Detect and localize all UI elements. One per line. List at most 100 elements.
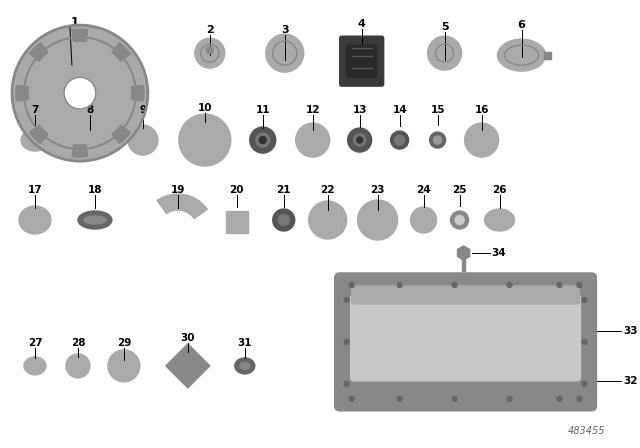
Circle shape <box>273 209 295 231</box>
Wedge shape <box>112 125 131 143</box>
Text: 20: 20 <box>230 185 244 195</box>
Ellipse shape <box>484 209 515 231</box>
Circle shape <box>278 215 289 225</box>
Circle shape <box>108 350 140 382</box>
Circle shape <box>250 127 276 153</box>
Ellipse shape <box>235 358 255 374</box>
Text: 13: 13 <box>353 105 367 115</box>
Wedge shape <box>131 85 144 101</box>
Circle shape <box>349 396 354 401</box>
Polygon shape <box>166 344 210 388</box>
Circle shape <box>66 354 90 378</box>
Text: 12: 12 <box>305 105 320 115</box>
Circle shape <box>64 77 96 109</box>
Text: 30: 30 <box>180 333 195 343</box>
Circle shape <box>507 282 512 288</box>
Text: 33: 33 <box>623 326 638 336</box>
Text: 26: 26 <box>492 185 507 195</box>
Polygon shape <box>458 246 470 260</box>
Text: 1: 1 <box>71 16 79 29</box>
Text: 5: 5 <box>441 22 449 32</box>
FancyBboxPatch shape <box>335 273 596 411</box>
Text: 32: 32 <box>623 376 638 386</box>
Text: 14: 14 <box>392 105 407 115</box>
Circle shape <box>266 34 304 72</box>
Circle shape <box>12 25 148 161</box>
Circle shape <box>452 396 457 401</box>
Circle shape <box>397 282 402 288</box>
Bar <box>462 253 465 271</box>
Circle shape <box>557 282 562 288</box>
Circle shape <box>344 340 349 345</box>
Text: 25: 25 <box>452 185 467 195</box>
Circle shape <box>390 131 408 149</box>
Ellipse shape <box>240 362 250 369</box>
Ellipse shape <box>24 357 46 375</box>
Text: 19: 19 <box>171 185 185 195</box>
Text: 21: 21 <box>276 185 291 195</box>
Bar <box>226 211 248 233</box>
Text: 11: 11 <box>255 105 270 115</box>
Circle shape <box>411 207 436 233</box>
Circle shape <box>356 137 363 143</box>
Circle shape <box>348 128 372 152</box>
Circle shape <box>455 215 464 224</box>
Circle shape <box>577 282 582 288</box>
Wedge shape <box>16 85 28 101</box>
Circle shape <box>434 136 442 144</box>
Circle shape <box>451 211 468 229</box>
Circle shape <box>308 201 347 239</box>
Ellipse shape <box>78 211 112 229</box>
Circle shape <box>397 396 402 401</box>
Circle shape <box>259 137 266 143</box>
Text: 34: 34 <box>492 248 506 258</box>
Text: 29: 29 <box>116 338 131 348</box>
Wedge shape <box>72 145 88 157</box>
Text: 2: 2 <box>206 25 214 35</box>
Circle shape <box>428 36 461 70</box>
Circle shape <box>577 396 582 401</box>
Text: 31: 31 <box>237 338 252 348</box>
Circle shape <box>179 114 231 166</box>
Text: 22: 22 <box>321 185 335 195</box>
Circle shape <box>557 396 562 401</box>
Circle shape <box>128 125 158 155</box>
Text: 27: 27 <box>28 338 42 348</box>
Wedge shape <box>29 125 48 143</box>
Circle shape <box>465 123 499 157</box>
Ellipse shape <box>497 39 545 71</box>
Bar <box>543 52 550 59</box>
Text: 10: 10 <box>198 103 212 113</box>
Text: 18: 18 <box>88 185 102 195</box>
Circle shape <box>354 134 365 146</box>
Text: 17: 17 <box>28 185 42 195</box>
Circle shape <box>452 282 457 288</box>
Wedge shape <box>112 43 131 61</box>
Text: 15: 15 <box>430 105 445 115</box>
Circle shape <box>429 132 445 148</box>
Circle shape <box>344 297 349 302</box>
Text: 7: 7 <box>31 105 38 115</box>
Circle shape <box>582 297 587 302</box>
Ellipse shape <box>21 129 49 151</box>
Text: 24: 24 <box>416 185 431 195</box>
Circle shape <box>195 38 225 68</box>
Circle shape <box>582 381 587 386</box>
Ellipse shape <box>84 216 106 224</box>
Text: 9: 9 <box>140 105 147 115</box>
Text: 8: 8 <box>86 105 93 115</box>
Circle shape <box>206 47 213 54</box>
FancyBboxPatch shape <box>352 286 579 304</box>
Text: 16: 16 <box>474 105 489 115</box>
Wedge shape <box>72 29 88 42</box>
Circle shape <box>582 340 587 345</box>
Text: 23: 23 <box>371 185 385 195</box>
Circle shape <box>349 282 354 288</box>
FancyBboxPatch shape <box>340 36 383 86</box>
Text: 3: 3 <box>281 25 289 35</box>
Circle shape <box>507 396 512 401</box>
Circle shape <box>256 133 269 147</box>
Circle shape <box>73 123 107 157</box>
Circle shape <box>358 200 397 240</box>
Ellipse shape <box>19 206 51 234</box>
